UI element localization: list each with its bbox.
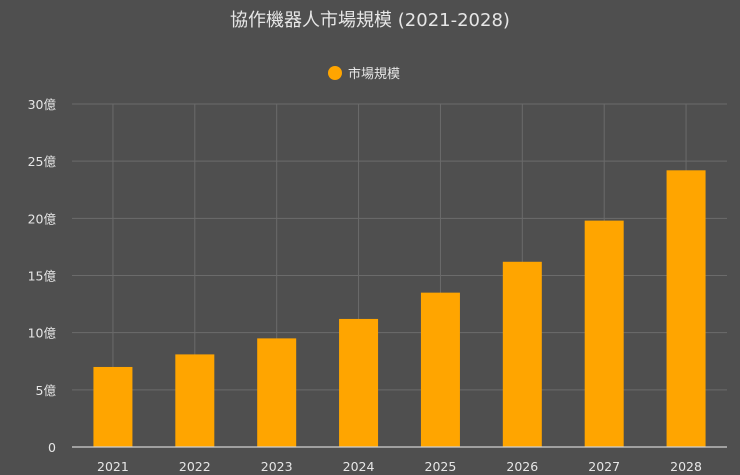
x-tick-label: 2024 bbox=[343, 459, 375, 474]
y-tick-label: 20億 bbox=[28, 211, 57, 226]
x-tick-label: 2027 bbox=[588, 459, 620, 474]
y-axis-ticks: 0 5億 10億 15億 20億 25億 30億 bbox=[28, 97, 57, 455]
chart-title: 協作機器人市場規模 (2021-2028) bbox=[230, 10, 510, 31]
y-tick-label: 10億 bbox=[28, 326, 57, 341]
y-tick-label: 25億 bbox=[28, 154, 57, 169]
bar-2023[interactable] bbox=[257, 338, 297, 447]
legend-label: 市場規模 bbox=[348, 66, 400, 82]
bar-2024[interactable] bbox=[339, 318, 379, 447]
x-tick-label: 2022 bbox=[179, 459, 211, 474]
x-tick-label: 2023 bbox=[261, 459, 293, 474]
bar-2022[interactable] bbox=[175, 354, 215, 447]
bar-2028[interactable] bbox=[666, 170, 706, 447]
bar-2025[interactable] bbox=[420, 292, 460, 447]
legend-marker bbox=[328, 66, 342, 80]
bar-2026[interactable] bbox=[502, 261, 542, 447]
bars bbox=[93, 170, 706, 447]
y-tick-label: 30億 bbox=[28, 97, 57, 112]
x-axis-ticks: 2021 2022 2023 2024 2025 2026 2027 2028 bbox=[97, 459, 702, 474]
y-tick-label: 0 bbox=[48, 440, 56, 455]
y-tick-label: 5億 bbox=[36, 383, 57, 398]
bar-2027[interactable] bbox=[584, 220, 624, 447]
bar-2021[interactable] bbox=[93, 366, 133, 447]
x-tick-label: 2025 bbox=[425, 459, 457, 474]
y-tick-label: 15億 bbox=[28, 269, 57, 284]
gridlines bbox=[72, 103, 727, 447]
x-tick-label: 2026 bbox=[506, 459, 538, 474]
x-tick-label: 2021 bbox=[97, 459, 129, 474]
legend[interactable]: 市場規模 bbox=[328, 66, 400, 82]
x-tick-label: 2028 bbox=[670, 459, 702, 474]
